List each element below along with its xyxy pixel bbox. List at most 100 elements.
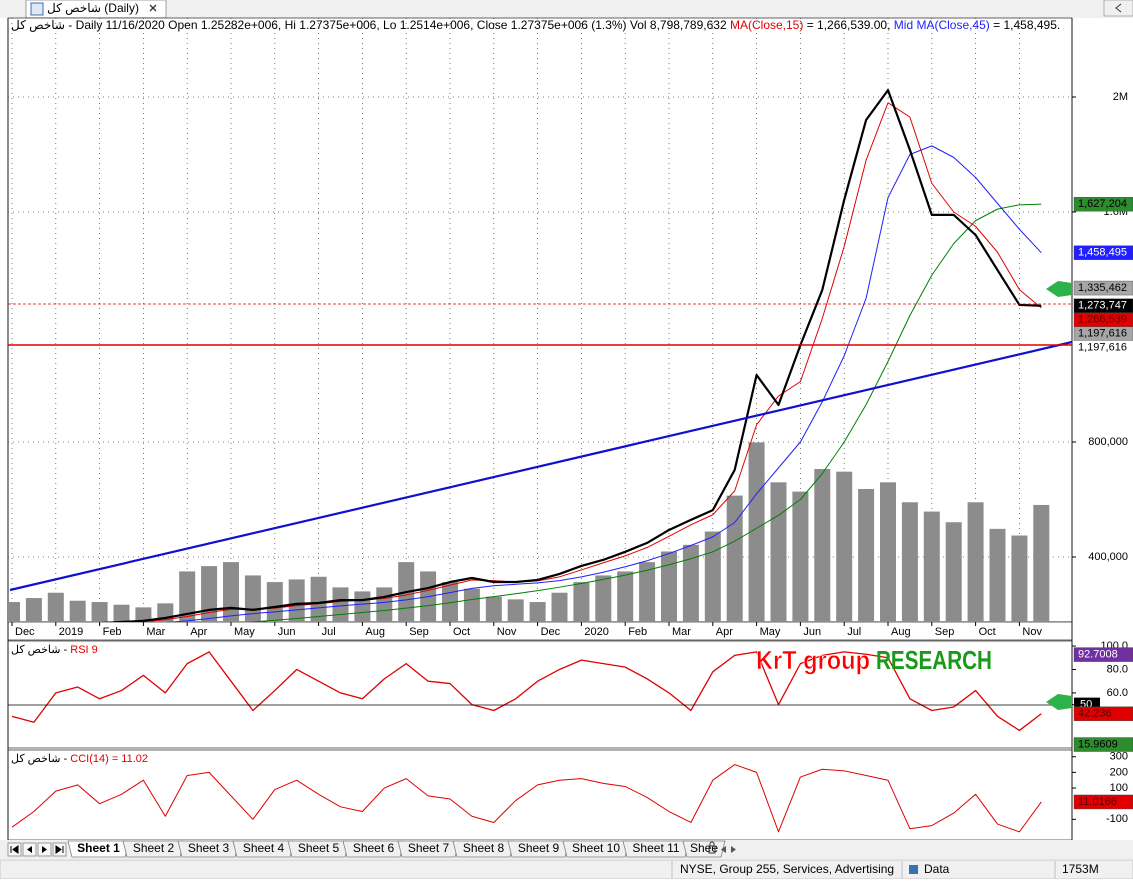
nav-icon <box>27 846 32 853</box>
sheet-tab[interactable]: Sheet 11 <box>622 840 690 858</box>
value-marker-label: 1,335,462 <box>1078 282 1127 294</box>
status-group: NYSE, Group 255, Services, Advertising <box>680 862 894 876</box>
volume-bar <box>770 482 787 622</box>
data-icon <box>909 865 918 874</box>
sheet-tab-shape <box>452 840 515 858</box>
scroll-button[interactable] <box>1103 0 1133 17</box>
volume-bar <box>748 442 765 622</box>
series-line <box>99 89 1042 622</box>
sheet-tab-shape <box>342 840 405 858</box>
sheet-tab[interactable]: Sheet 8 <box>452 840 515 858</box>
sheet-nav <box>7 842 67 857</box>
sheet-scroll-left[interactable] <box>721 846 726 853</box>
y-tick-label: 300 <box>1110 751 1128 763</box>
sheet-tab[interactable]: Sheet 2 <box>122 840 185 858</box>
volume-bar <box>223 562 239 622</box>
volume-bar <box>682 544 699 622</box>
y-tick-label: -100 <box>1106 813 1128 825</box>
volume-bar <box>792 491 809 622</box>
value-marker <box>1073 196 1133 212</box>
rsi-name: RSI 9 <box>70 644 98 656</box>
cci-title: شاخص کل - CCI(14) = 11.02 <box>11 753 148 765</box>
volume-bar <box>310 576 327 622</box>
x-tick-label: Jul <box>847 626 861 638</box>
volume-bar <box>661 551 677 622</box>
volume-bar <box>266 582 283 622</box>
sheet-tab[interactable]: Sheet 5 <box>287 840 350 858</box>
series-line <box>11 764 1042 833</box>
sheet-tab-shape <box>562 840 630 858</box>
sheet-tab[interactable]: Sheet 10 <box>562 840 630 858</box>
sheet-tab[interactable]: Sheet 7 <box>397 840 460 858</box>
volume-bar <box>8 602 20 622</box>
series-line <box>244 203 1042 622</box>
x-tick-label: 2019 <box>59 626 83 638</box>
status-bar <box>0 859 1133 880</box>
volume-bar <box>1011 535 1028 622</box>
value-marker-label: 1,627,204 <box>1078 198 1127 210</box>
sheet-tab[interactable]: Sheet 4 <box>232 840 295 858</box>
ma15-value: = 1,266,539.00, <box>807 18 891 32</box>
volume-bar <box>135 607 152 622</box>
volume-bar <box>617 571 634 622</box>
volume-bar <box>551 592 568 622</box>
volume-bar <box>113 604 130 622</box>
y-tick-label: 100 <box>1110 782 1128 794</box>
volume-bar <box>1033 504 1050 622</box>
sheet-tab-label: Sheet 7 <box>408 841 450 855</box>
x-tick-label: Nov <box>497 626 517 638</box>
sheet-tab[interactable]: Sheet 6 <box>342 840 405 858</box>
tab-close[interactable] <box>149 4 157 12</box>
volume-bar <box>814 469 831 622</box>
sheet-tab-label: Shee <box>690 841 718 855</box>
tab-icon <box>30 2 44 16</box>
value-marker <box>1073 647 1133 662</box>
sheet-tab[interactable]: Sheet 1 <box>67 840 130 858</box>
volume-bar <box>704 531 721 622</box>
x-tick-label: Oct <box>979 626 996 638</box>
scroll-arrow <box>1115 3 1122 13</box>
x-tick-label: May <box>760 626 781 638</box>
sheet-tab[interactable]: Sheet 9 <box>507 840 570 858</box>
sheet-tab-label: Sheet 1 <box>77 841 120 855</box>
x-tick-label: Nov <box>1022 626 1042 638</box>
x-tick-label: Mar <box>146 626 165 638</box>
sheet-tab[interactable]: Sheet 3 <box>177 840 240 858</box>
volume-bar <box>967 502 984 622</box>
nav-icon <box>55 845 64 854</box>
chart-header: شاخص کل - Daily 11/16/2020 Open 1.25282e… <box>11 18 1060 32</box>
volume-bar <box>463 588 480 622</box>
ma45-value: = 1,458,495. <box>993 18 1060 32</box>
symbol: شاخص کل - <box>11 18 72 32</box>
sheet-scroll-right[interactable] <box>731 846 736 853</box>
volume-bar <box>573 582 590 622</box>
x-tick-label: 2020 <box>584 626 608 638</box>
trend-line <box>9 340 1073 592</box>
y-tick-label: 2M <box>1113 91 1128 103</box>
x-tick-label: Jul <box>322 626 336 638</box>
rsi-layer <box>11 651 1042 732</box>
value-marker-label: 42.236 <box>1078 708 1112 720</box>
sheet-tab-label: Sheet 9 <box>518 841 560 855</box>
sheet-tab[interactable]: Shee <box>682 840 726 858</box>
watermark-red: KrT group <box>756 645 870 675</box>
sheet-tab-label: Sheet 4 <box>243 841 285 855</box>
volume-bar <box>880 482 896 622</box>
rsi-title: شاخص کل - RSI 9 <box>11 644 98 656</box>
value-marker-label: 1,197,616 <box>1078 342 1127 354</box>
x-tick-label: Oct <box>453 626 470 638</box>
sheet-tab-label: Sheet 11 <box>632 841 679 855</box>
volume-bar <box>945 522 962 622</box>
y-tick-label: 60.0 <box>1107 687 1128 699</box>
volume-bar <box>639 562 656 622</box>
volume-bar <box>507 599 524 622</box>
volume-bar <box>595 575 612 622</box>
value-marker <box>1073 706 1133 721</box>
y-tick-label: 800,000 <box>1088 436 1128 448</box>
status-memory: 1753M <box>1062 862 1099 876</box>
volume-bar <box>179 571 196 622</box>
value-marker-label: 92.7008 <box>1078 649 1118 661</box>
